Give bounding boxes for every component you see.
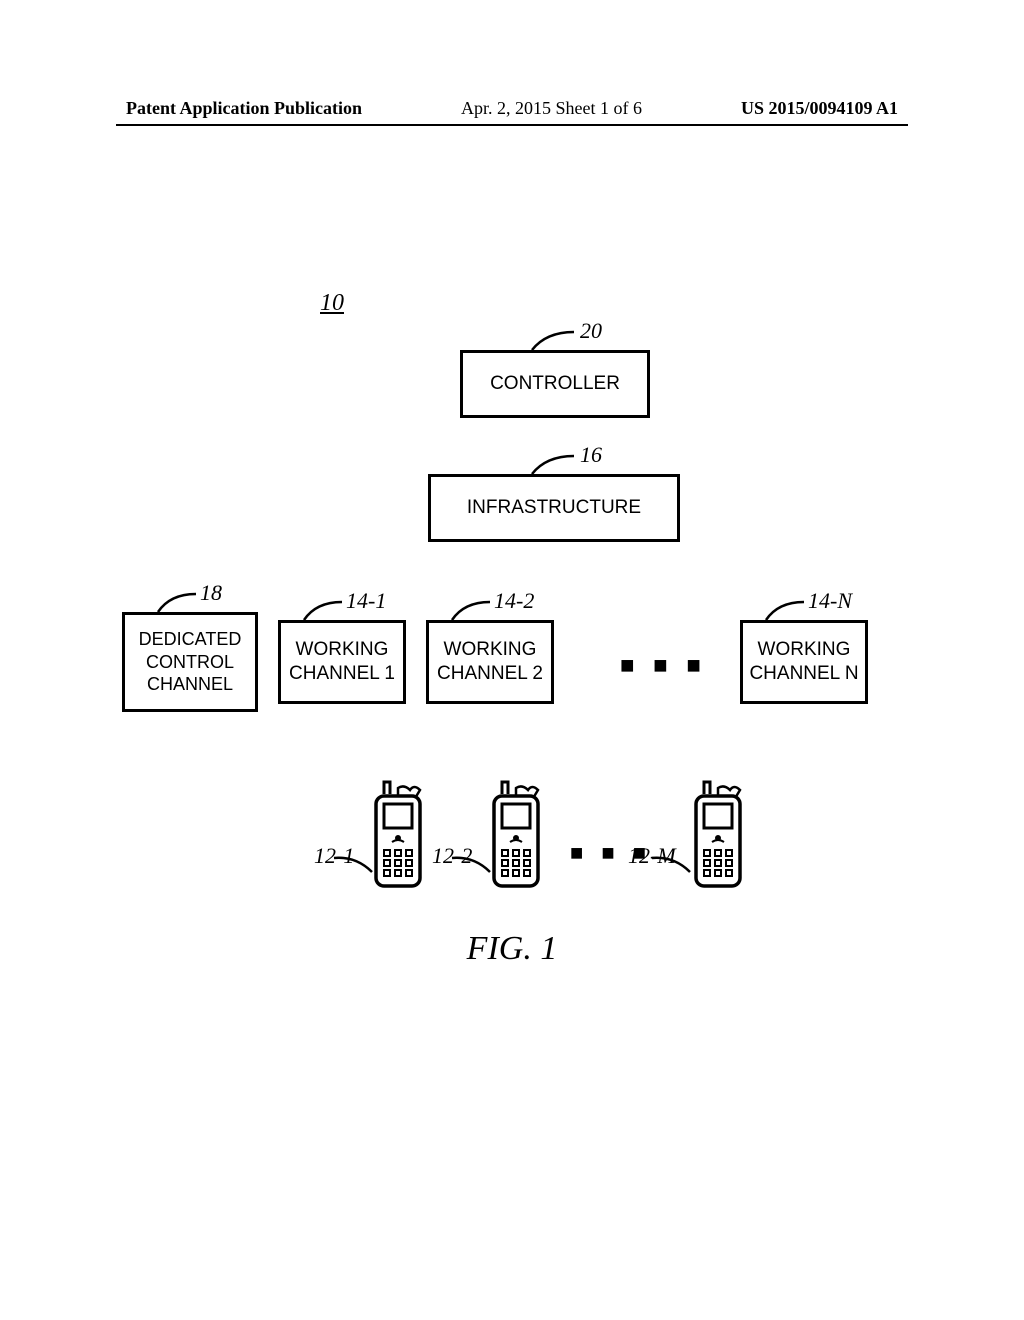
ref-12-2: 12-2 bbox=[432, 843, 472, 869]
ref-20: 20 bbox=[580, 318, 602, 344]
ref-18: 18 bbox=[200, 580, 222, 606]
channel-ellipsis: ■ ■ ■ bbox=[620, 652, 707, 680]
ref-14-2: 14-2 bbox=[494, 588, 534, 614]
header-center: Apr. 2, 2015 Sheet 1 of 6 bbox=[461, 98, 642, 119]
ref-16: 16 bbox=[580, 442, 602, 468]
ref-14-n: 14-N bbox=[808, 588, 852, 614]
header-left: Patent Application Publication bbox=[126, 98, 362, 119]
radio-m-icon bbox=[690, 780, 750, 895]
ref-12-1: 12-1 bbox=[314, 843, 354, 869]
radio-1-icon bbox=[370, 780, 430, 895]
page-header: Patent Application Publication Apr. 2, 2… bbox=[0, 98, 1024, 119]
working-channel-1-box: WORKING CHANNEL 1 bbox=[278, 620, 406, 704]
wc2-label: WORKING CHANNEL 2 bbox=[437, 638, 543, 686]
infrastructure-label: INFRASTRUCTURE bbox=[467, 496, 641, 520]
header-right: US 2015/0094109 A1 bbox=[741, 98, 898, 119]
header-divider bbox=[116, 124, 908, 126]
radio-2-icon bbox=[488, 780, 548, 895]
working-channel-2-box: WORKING CHANNEL 2 bbox=[426, 620, 554, 704]
ref-14-1: 14-1 bbox=[346, 588, 386, 614]
wc1-label: WORKING CHANNEL 1 bbox=[289, 638, 395, 686]
figure-caption: FIG. 1 bbox=[0, 930, 1024, 968]
infrastructure-box: INFRASTRUCTURE bbox=[428, 474, 680, 542]
wcn-label: WORKING CHANNEL N bbox=[749, 638, 858, 686]
dedicated-channel-box: DEDICATED CONTROL CHANNEL bbox=[122, 612, 258, 712]
controller-label: CONTROLLER bbox=[490, 372, 620, 396]
ref-12-m: 12-M bbox=[628, 843, 676, 869]
dedicated-label: DEDICATED CONTROL CHANNEL bbox=[139, 628, 242, 696]
ref-10: 10 bbox=[320, 290, 344, 317]
working-channel-n-box: WORKING CHANNEL N bbox=[740, 620, 868, 704]
controller-box: CONTROLLER bbox=[460, 350, 650, 418]
